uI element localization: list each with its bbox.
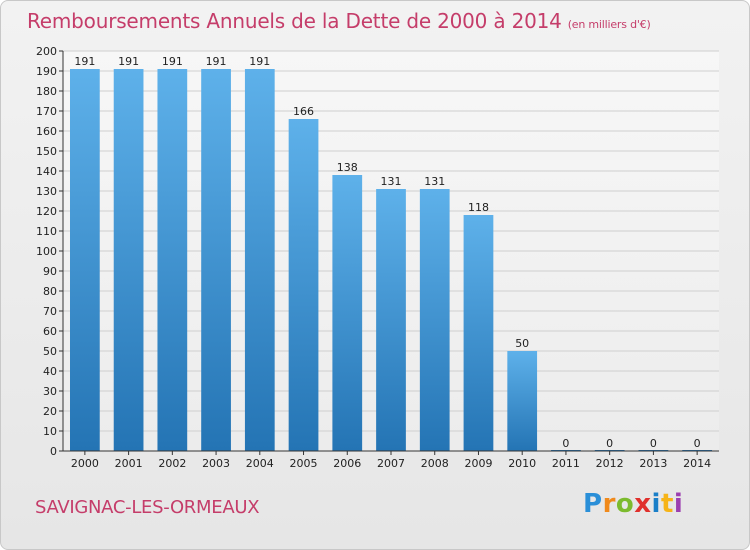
x-tick-label: 2010: [508, 457, 536, 470]
bar-value-label: 50: [515, 337, 529, 350]
logo-letter: o: [615, 489, 635, 519]
x-tick-label: 2008: [421, 457, 449, 470]
bar: [244, 69, 275, 451]
bar-value-label: 0: [606, 437, 613, 450]
y-tick-label: 10: [43, 425, 57, 438]
y-tick-label: 160: [36, 125, 57, 138]
bar: [288, 119, 319, 451]
bar: [69, 69, 100, 451]
y-tick-label: 20: [43, 405, 57, 418]
bar-value-label: 166: [293, 105, 314, 118]
bar-value-label: 191: [206, 55, 227, 68]
x-tick-label: 2002: [158, 457, 186, 470]
x-tick-label: 2003: [202, 457, 230, 470]
y-tick-label: 200: [36, 45, 57, 58]
logo-letter: i: [651, 489, 661, 519]
y-tick-label: 180: [36, 85, 57, 98]
y-tick-label: 90: [43, 265, 57, 278]
x-tick-label: 2012: [596, 457, 624, 470]
x-tick-label: 2001: [115, 457, 143, 470]
y-tick-label: 60: [43, 325, 57, 338]
bar: [376, 189, 406, 451]
bar-value-label: 0: [694, 437, 701, 450]
y-tick-label: 0: [50, 445, 57, 458]
y-tick-label: 150: [36, 145, 57, 158]
y-tick-label: 80: [43, 285, 57, 298]
y-tick-label: 190: [36, 65, 57, 78]
logo-letter: i: [673, 489, 684, 519]
y-tick-label: 110: [36, 225, 57, 238]
bar: [507, 351, 538, 451]
x-tick-label: 2007: [377, 457, 405, 470]
logo-letter: r: [602, 489, 616, 519]
logo-letter: t: [660, 489, 674, 519]
x-tick-label: 2009: [464, 457, 492, 470]
bar-value-label: 131: [381, 175, 402, 188]
x-tick-label: 2006: [333, 457, 361, 470]
y-tick-label: 30: [43, 385, 57, 398]
y-tick-label: 130: [36, 185, 57, 198]
location-name: SAVIGNAC-LES-ORMEAUX: [35, 497, 260, 518]
chart-title: Remboursements Annuels de la Dette de 20…: [27, 9, 651, 33]
x-tick-label: 2014: [683, 457, 711, 470]
y-tick-label: 40: [43, 365, 57, 378]
x-tick-label: 2004: [246, 457, 274, 470]
bar: [463, 215, 494, 451]
y-tick-label: 120: [36, 205, 57, 218]
chart-title-text: Remboursements Annuels de la Dette de 20…: [27, 9, 562, 33]
bar-value-label: 0: [650, 437, 657, 450]
bar: [113, 69, 144, 451]
x-tick-label: 2011: [552, 457, 580, 470]
bar: [332, 175, 363, 451]
y-tick-label: 70: [43, 305, 57, 318]
x-tick-label: 2005: [290, 457, 318, 470]
bar-value-label: 131: [424, 175, 445, 188]
bar: [201, 69, 231, 451]
y-tick-label: 140: [36, 165, 57, 178]
bar-value-label: 118: [468, 201, 489, 214]
y-tick-label: 100: [36, 245, 57, 258]
bar-value-label: 0: [562, 437, 569, 450]
chart-subtitle: (en milliers d'€): [567, 18, 651, 31]
bar-value-label: 191: [249, 55, 270, 68]
bar-value-label: 138: [337, 161, 358, 174]
bar-value-label: 191: [74, 55, 95, 68]
logo-letter: x: [634, 489, 652, 519]
x-tick-label: 2013: [639, 457, 667, 470]
logo-letter: P: [583, 489, 603, 519]
bar: [419, 189, 450, 451]
bar-value-label: 191: [162, 55, 183, 68]
y-tick-label: 170: [36, 105, 57, 118]
proxiti-logo[interactable]: Proxiti: [583, 489, 683, 519]
y-tick-label: 50: [43, 345, 57, 358]
bar-value-label: 191: [118, 55, 139, 68]
x-tick-label: 2000: [71, 457, 99, 470]
bar: [157, 69, 188, 451]
